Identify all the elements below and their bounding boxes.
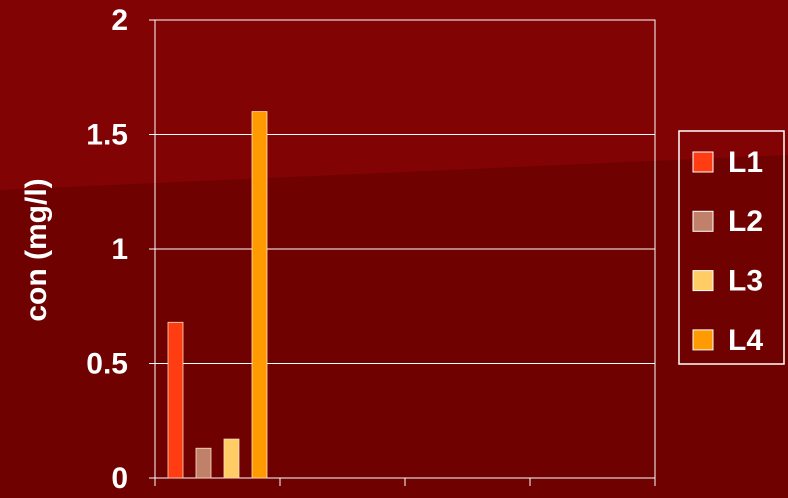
y-tick-label: 2: [111, 4, 128, 37]
bar: [167, 321, 184, 479]
y-axis-label: con (mg/l): [20, 178, 53, 321]
legend-label: L4: [728, 324, 763, 357]
legend-label: L3: [728, 265, 763, 298]
legend-swatch: [692, 270, 714, 292]
y-tick-label: 0: [111, 462, 128, 495]
bar: [195, 447, 212, 479]
legend-swatch: [692, 329, 714, 351]
bar: [223, 438, 240, 479]
legend-box: [678, 130, 785, 365]
bar: [251, 111, 268, 479]
legend-label: L2: [728, 205, 763, 238]
legend-swatch: [692, 151, 714, 173]
legend-swatch: [692, 210, 714, 232]
y-tick-label: 0.5: [86, 347, 128, 380]
legend-label: L1: [728, 146, 763, 179]
y-tick-label: 1: [111, 233, 128, 266]
y-tick-label: 1.5: [86, 118, 128, 151]
background-band: [0, 0, 788, 190]
